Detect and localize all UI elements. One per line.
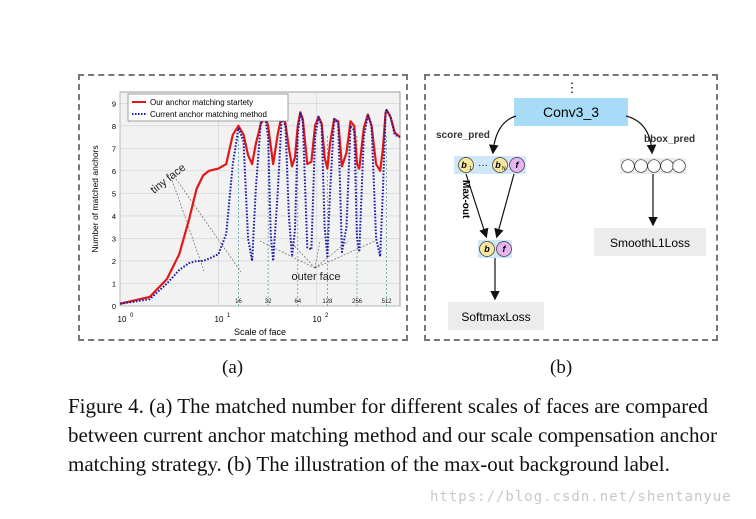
legend: Our anchor matching startety Current anc… — [127, 93, 289, 122]
anchor-scale-label: 512 — [382, 299, 393, 305]
conv-label: Conv3_3 — [543, 104, 599, 120]
bbox-branch-arrow — [625, 115, 657, 155]
maxout-label: Max-out — [460, 180, 471, 219]
cell-f — [509, 157, 525, 173]
result-cell-f-text: f — [503, 244, 507, 254]
smoothl1-loss-label: SmoothL1Loss — [610, 236, 690, 250]
series-line-current — [119, 109, 401, 305]
x-tick-exponent: 2 — [325, 313, 329, 319]
smoothl1-loss-box — [594, 228, 706, 256]
y-tick-label: 4 — [112, 212, 116, 221]
x-tick-label: 10 — [313, 315, 322, 324]
anchor-scale-label: 32 — [265, 299, 272, 305]
y-axis-label: Number of matched anchors — [90, 145, 100, 252]
cell-bN-sub: N — [502, 166, 506, 172]
anchor-scale-label: 256 — [352, 299, 363, 305]
softmax-loss-box — [448, 302, 544, 330]
x-tick-exponent: 1 — [227, 313, 231, 319]
y-tick-label: 3 — [112, 234, 116, 243]
y-tick-label: 5 — [112, 189, 116, 198]
outer-face-label: outer face — [292, 271, 341, 283]
series — [119, 108, 401, 305]
x-tick-label: 10 — [215, 315, 224, 324]
x-axis-label: Scale of face — [234, 327, 286, 337]
conv-block — [514, 98, 628, 126]
cell-dots: ··· — [478, 160, 488, 171]
maxout-arrow-right — [494, 173, 515, 239]
maxout-diagram: ⋮ Conv3_3 score_pred bbox_pred b 1 ··· b… — [436, 80, 706, 330]
cell-bN-text: b — [495, 160, 501, 170]
cell-bN — [492, 157, 508, 173]
result-cell-b — [479, 241, 495, 257]
anchor-scale-label: 128 — [322, 299, 333, 305]
chart-panel: 16 32 64 128 256 512 0 1 2 3 4 5 6 7 8 9 10 0 10 1 10 … — [78, 74, 408, 341]
figure-caption: Figure 4. (a) The matched number for dif… — [68, 394, 718, 476]
softmax-loss-label: SoftmaxLoss — [461, 310, 530, 324]
legend-label-current: Current anchor matching method — [150, 110, 267, 119]
diagram-panel: ⋮ Conv3_3 score_pred bbox_pred b 1 ··· b… — [424, 74, 718, 341]
y-tick-label: 7 — [112, 144, 116, 153]
watermark: https://blog.csdn.net/shentanyue — [430, 489, 732, 505]
y-tick-label: 6 — [112, 167, 116, 176]
y-tick-label: 2 — [112, 257, 116, 266]
y-tick-label: 0 — [112, 302, 116, 311]
result-cell-b-text: b — [484, 244, 490, 254]
sublabel-b: (b) — [550, 357, 573, 378]
anchor-scale-label: 64 — [294, 299, 301, 305]
score-pred-label: score_pred — [436, 130, 490, 141]
legend-label-ours: Our anchor matching startety — [150, 98, 253, 107]
y-tick-label: 1 — [112, 279, 116, 288]
anchor-scale-label: 16 — [235, 299, 242, 305]
sublabel-a: (a) — [222, 357, 244, 378]
legend-box — [127, 93, 289, 122]
bbox-pred-label: bbox_pred — [644, 134, 695, 145]
y-ticks: 0 1 2 3 4 5 6 7 8 9 — [112, 99, 116, 311]
y-tick-label: 8 — [112, 122, 116, 131]
score-branch-arrow — [488, 115, 517, 155]
cell-b1 — [458, 157, 474, 173]
maxout-arrow-left — [465, 173, 489, 239]
x-ticks: 10 0 10 1 10 2 — [118, 313, 329, 324]
cell-f-text: f — [516, 160, 520, 170]
cell-b1-sub: 1 — [469, 166, 472, 172]
y-tick-label: 9 — [112, 99, 116, 108]
cell-b1-text: b — [461, 160, 467, 170]
result-cell-f — [496, 241, 512, 257]
x-tick-label: 10 — [118, 315, 127, 324]
x-tick-exponent: 0 — [130, 313, 134, 319]
ellipsis-dots: ⋮ — [566, 80, 579, 95]
matched-anchors-chart: 16 32 64 128 256 512 0 1 2 3 4 5 6 7 8 9 10 0 10 1 10 … — [90, 91, 401, 337]
bbox-pred-circles — [621, 159, 686, 173]
